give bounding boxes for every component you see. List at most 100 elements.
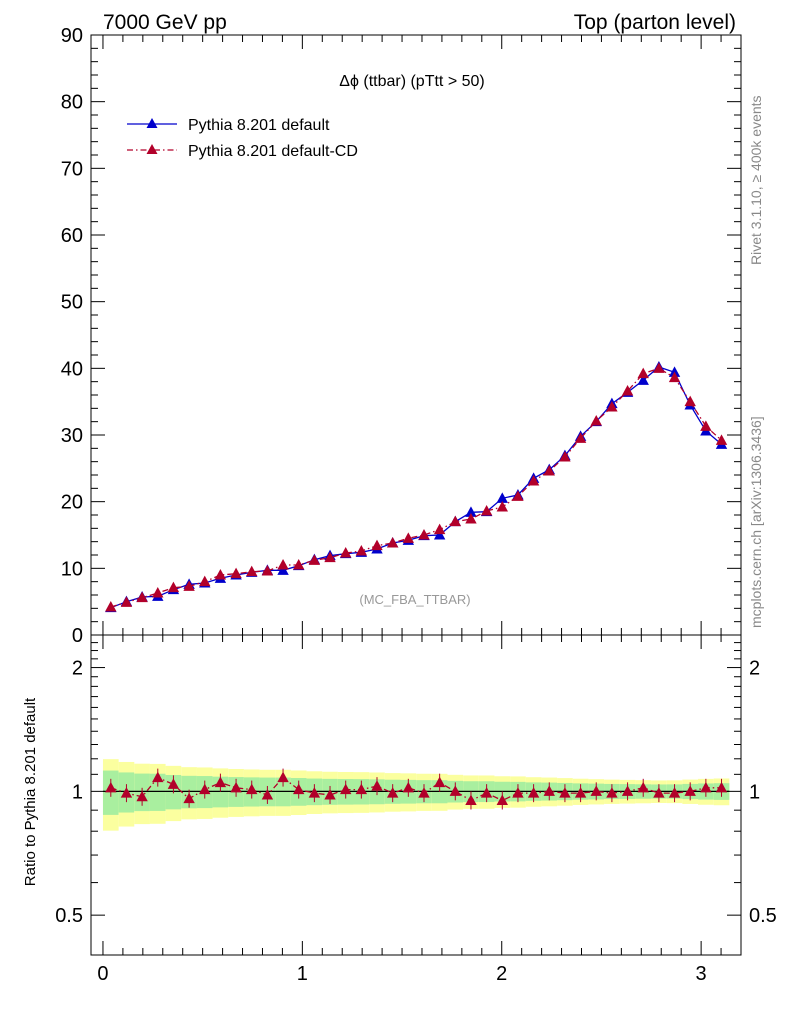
series-1-point (527, 475, 540, 486)
ratio-y-tick-labels: 0.5 0.5 1 1 2 2 (55, 658, 777, 928)
series-0-point (465, 506, 477, 517)
series-1-point (402, 532, 415, 543)
ratio-series-0-point (167, 778, 180, 789)
legend-marker-default (146, 118, 158, 128)
ratio-series-line-0 (110, 776, 722, 802)
series-1-point (512, 490, 524, 501)
series-0-point (277, 564, 289, 575)
main-ytick-label: 10 (61, 558, 83, 580)
ratio-series-0-point (308, 787, 321, 798)
series-0-point (433, 529, 446, 540)
ratio-series-0-point (246, 783, 258, 795)
ratio-series-0-point (214, 776, 227, 788)
rivet-label: Rivet 3.1.10, ≥ 400k events (748, 95, 764, 265)
ratio-series-0-point (324, 788, 336, 800)
ratio-plot-frame (90, 634, 742, 956)
ratio-series-0-point (653, 787, 665, 798)
main-series-group (105, 361, 728, 613)
series-1-point (152, 587, 164, 598)
series-1-point (496, 501, 508, 512)
ratio-ytick-label: 0.5 (55, 905, 83, 927)
main-ytick-label: 60 (61, 225, 83, 247)
series-1-point (230, 567, 242, 579)
ratio-series-0-point (465, 794, 477, 806)
ratio-series-0-point (261, 788, 274, 800)
ratio-uncertainty-band (102, 759, 730, 831)
series-1-point (214, 569, 227, 580)
series-1-point (183, 580, 195, 591)
series-1-point (465, 513, 477, 524)
main-y-tick-labels: 0 10 20 30 40 50 60 70 80 90 (61, 25, 83, 647)
ratio-series-0-point (574, 787, 587, 798)
main-axis-ticks (91, 34, 742, 636)
ratio-series-0-point (527, 787, 540, 798)
series-1-point (480, 505, 493, 516)
legend-marker-default-cd (146, 144, 158, 154)
xtick-label: 2 (496, 963, 507, 985)
legend-label-default: Pythia 8.201 default (188, 117, 330, 134)
ratio-series-0-point (355, 783, 368, 795)
mcplots-label: mcplots.cern.ch [arXiv:1306.3436] (748, 416, 764, 628)
series-1-point (590, 415, 602, 426)
ratio-series-0-point (590, 785, 602, 796)
ratio-series-0-point (559, 787, 571, 798)
ratio-ytick-label: 2 (72, 658, 83, 680)
ratio-series-0-point (543, 785, 555, 796)
main-ytick-label: 20 (61, 492, 83, 514)
ratio-series-0-point (449, 785, 461, 796)
series-1-point (700, 420, 712, 431)
ratio-series-0-point (371, 780, 383, 791)
legend: Pythia 8.201 default Pythia 8.201 defaul… (127, 117, 358, 160)
series-1-point (606, 401, 618, 412)
series-1-point (668, 371, 681, 383)
ratio-series-0-point (480, 787, 493, 798)
series-1-point (574, 432, 587, 443)
series-line-0 (110, 366, 722, 609)
main-ytick-label: 30 (61, 425, 83, 447)
series-1-point (355, 545, 368, 556)
series-1-point (433, 523, 446, 535)
series-1-point (167, 581, 180, 593)
series-1-point (559, 451, 571, 462)
series-1-point (339, 547, 352, 558)
ratio-series-0-point (684, 785, 696, 796)
series-1-point (449, 515, 461, 527)
ratio-series-0-point (418, 787, 430, 798)
xtick-label: 1 (297, 963, 308, 985)
header-left: 7000 GeV pp (103, 11, 227, 34)
plot-watermark: (MC_FBA_TTBAR) (359, 592, 470, 607)
ratio-series-0-point (230, 781, 242, 793)
ratio-series-0-point (199, 783, 211, 795)
series-1-point (136, 591, 148, 603)
ratio-series-group (105, 768, 728, 810)
ratio-series-0-point (386, 787, 399, 798)
ratio-series-0-point (293, 783, 305, 795)
series-1-point (261, 565, 274, 576)
series-1-point (308, 554, 321, 565)
series-0-point (668, 366, 681, 377)
series-1-point (293, 559, 305, 570)
legend-label-default-cd: Pythia 8.201 default-CD (188, 143, 358, 160)
main-ytick-label: 80 (61, 92, 83, 114)
series-1-point (418, 529, 430, 540)
ratio-ylabel: Ratio to Pythia 8.201 default (22, 697, 39, 886)
xtick-label: 3 (696, 963, 707, 985)
main-ytick-label: 0 (72, 625, 83, 647)
ratio-series-0-point (120, 787, 133, 798)
series-1-point (621, 385, 634, 396)
xtick-label: 0 (97, 963, 108, 985)
ratio-ytick-label-right: 2 (749, 658, 760, 680)
ratio-ytick-label-right: 1 (749, 781, 760, 803)
ratio-series-0-point (136, 790, 148, 802)
main-ytick-label: 70 (61, 158, 83, 180)
ratio-series-0-point (339, 783, 352, 795)
legend-entry-default-cd: Pythia 8.201 default-CD (127, 143, 358, 160)
series-1-point (386, 537, 399, 548)
ratio-axis-ticks (91, 635, 742, 955)
x-tick-labels: 0 1 2 3 (97, 963, 706, 985)
plot-title: Δϕ (ttbar) (pTtt > 50) (339, 73, 484, 90)
series-0-point (496, 492, 508, 503)
series-1-point (637, 367, 649, 379)
ratio-series-0-point (606, 787, 618, 798)
